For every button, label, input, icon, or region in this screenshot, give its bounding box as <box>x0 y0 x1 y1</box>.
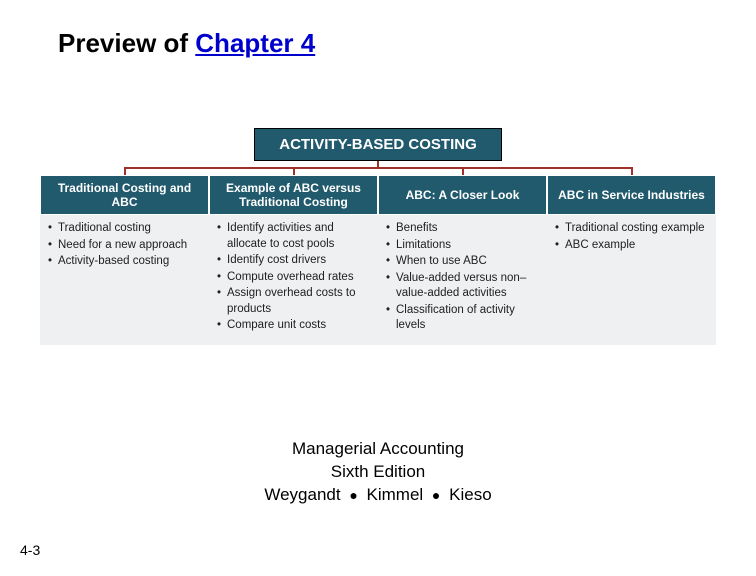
author-1: Weygandt <box>264 485 340 504</box>
book-edition: Sixth Edition <box>0 461 756 484</box>
connector-drop-1 <box>124 167 126 175</box>
page-number: 4-3 <box>20 542 40 558</box>
column-1: Traditional Costing and ABC Traditional … <box>40 175 209 345</box>
book-info: Managerial Accounting Sixth Edition Weyg… <box>0 438 756 507</box>
list-item: Need for a new approach <box>48 238 201 254</box>
list-item: Classification of activity levels <box>386 303 539 334</box>
list-item: Identify cost drivers <box>217 253 370 269</box>
column-3-header: ABC: A Closer Look <box>378 175 547 215</box>
column-2-header: Example of ABC versus Traditional Costin… <box>209 175 378 215</box>
connector-drop-3 <box>462 167 464 175</box>
diagram-container: ACTIVITY-BASED COSTING Traditional Costi… <box>40 128 716 345</box>
list-item: Compare unit costs <box>217 318 370 334</box>
title-prefix: Preview of <box>58 28 195 58</box>
column-1-header: Traditional Costing and ABC <box>40 175 209 215</box>
column-4-body: Traditional costing example ABC example <box>547 215 716 345</box>
title-chapter: Chapter 4 <box>195 28 315 58</box>
column-4-header: ABC in Service Industries <box>547 175 716 215</box>
book-authors: Weygandt ● Kimmel ● Kieso <box>0 484 756 507</box>
main-header-wrap: ACTIVITY-BASED COSTING <box>40 128 716 161</box>
list-item: Traditional costing <box>48 221 201 237</box>
connector-horizontal <box>124 167 632 169</box>
columns-row: Traditional Costing and ABC Traditional … <box>40 175 716 345</box>
column-3: ABC: A Closer Look Benefits Limitations … <box>378 175 547 345</box>
list-item: Value-added versus non–value-added activ… <box>386 271 539 302</box>
author-3: Kieso <box>449 485 492 504</box>
bullet-separator-icon: ● <box>432 486 440 505</box>
bullet-separator-icon: ● <box>349 486 357 505</box>
connector-drop-4 <box>631 167 633 175</box>
column-1-body: Traditional costing Need for a new appro… <box>40 215 209 345</box>
list-item: Identify activities and allocate to cost… <box>217 221 370 252</box>
column-2-body: Identify activities and allocate to cost… <box>209 215 378 345</box>
list-item: Activity-based costing <box>48 254 201 270</box>
main-header: ACTIVITY-BASED COSTING <box>254 128 502 161</box>
list-item: ABC example <box>555 238 708 254</box>
list-item: Assign overhead costs to products <box>217 286 370 317</box>
list-item: When to use ABC <box>386 254 539 270</box>
column-2: Example of ABC versus Traditional Costin… <box>209 175 378 345</box>
connector-row <box>40 161 716 175</box>
connector-drop-2 <box>293 167 295 175</box>
slide-title: Preview of Chapter 4 <box>58 28 315 59</box>
list-item: Traditional costing example <box>555 221 708 237</box>
author-2: Kimmel <box>367 485 424 504</box>
list-item: Limitations <box>386 238 539 254</box>
column-4: ABC in Service Industries Traditional co… <box>547 175 716 345</box>
list-item: Compute overhead rates <box>217 270 370 286</box>
list-item: Benefits <box>386 221 539 237</box>
book-title: Managerial Accounting <box>0 438 756 461</box>
column-3-body: Benefits Limitations When to use ABC Val… <box>378 215 547 345</box>
